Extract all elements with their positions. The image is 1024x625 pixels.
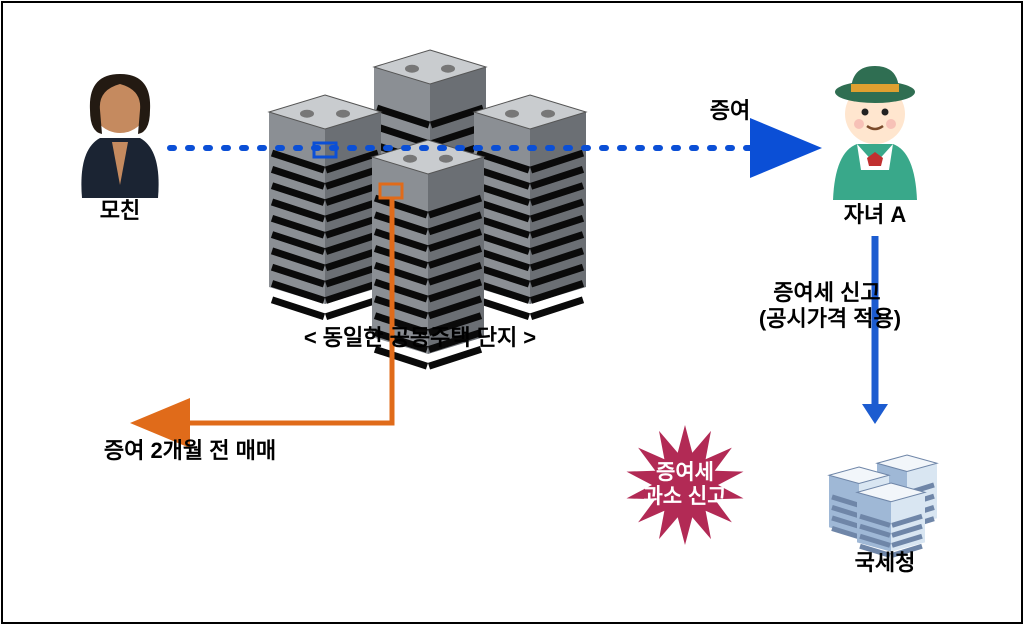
gift-label: 증여 (710, 98, 750, 123)
declare-label: 증여세 신고 (공시가격 적용) (759, 280, 901, 331)
presale-label: 증여 2개월 전 매매 (104, 438, 276, 463)
child-label: 자녀 A (844, 202, 907, 227)
svg-text:과소 신고: 과소 신고 (643, 485, 726, 508)
nts-label: 국세청 (855, 550, 916, 575)
svg-text:증여세: 증여세 (656, 461, 714, 484)
diagram-canvas: 모친 자녀 A 증여 < 동일한 공동주택 단지 > 증여 2개월 전 매매 증… (0, 0, 1024, 625)
mother-label: 모친 (100, 198, 140, 223)
complex-label: < 동일한 공동주택 단지 > (304, 325, 536, 350)
